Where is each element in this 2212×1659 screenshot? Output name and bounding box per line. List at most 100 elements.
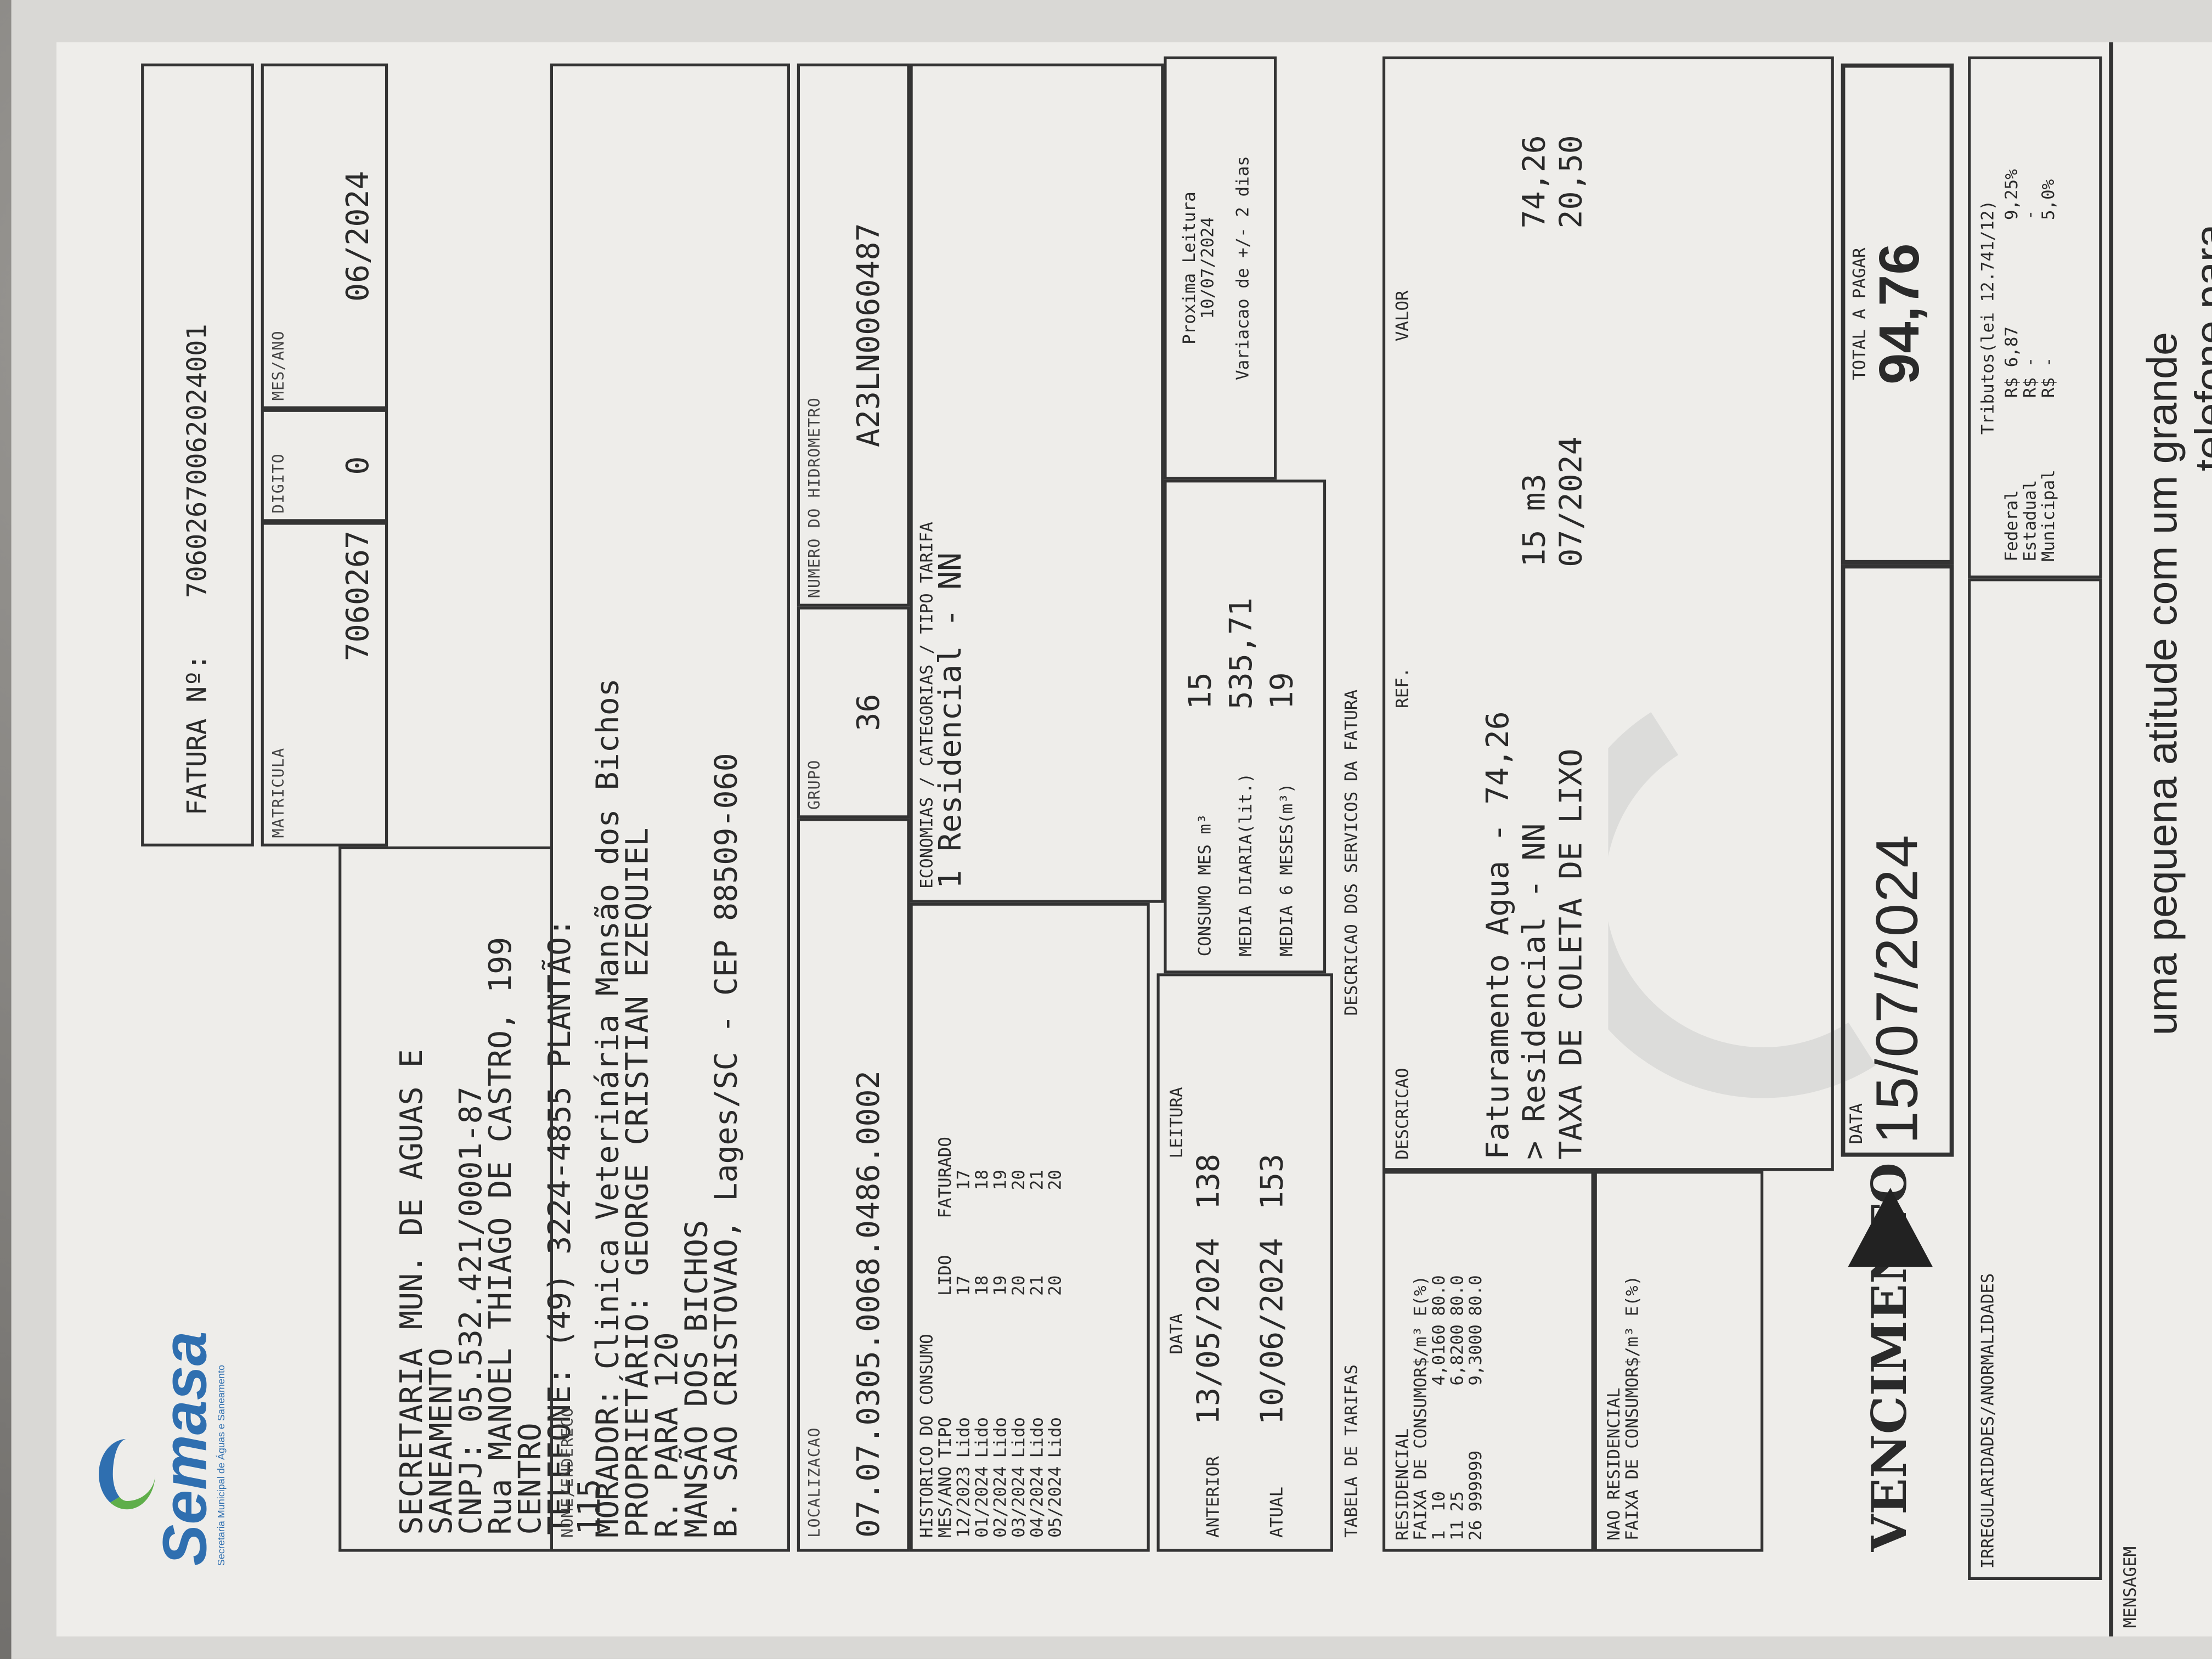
tarifa-row: 26 999999 9,3000 80.0 [1465,1267,1486,1541]
vencimento-date: 15/07/2024 [1863,833,1930,1144]
cell: 07/2024 [1554,436,1590,567]
cell: Lido [1026,1417,1047,1458]
historico-row: 12/2023 Lido 17 17 [953,1128,974,1538]
hidrometro-value: A23LN0060487 [852,223,888,448]
watermark-logo-shape [1608,712,1876,1098]
digito-value: 0 [341,456,377,475]
economias-value: 1 Residencial - NN [934,552,969,889]
matricula-label: MATRICULA [269,747,288,838]
cell: 13/05/2024 [1192,1238,1228,1425]
cell: - [2020,210,2040,221]
grupo-value: 36 [852,693,888,731]
morador: MORADOR: Clinica Veterinária Mansão dos … [591,678,627,1538]
cell: MEDIA DIARIA(lit.) [1235,773,1256,957]
invoice-number: 70602670062024001 [182,324,213,599]
cell: 9,3000 [1465,1324,1486,1386]
cell: Lido [990,1417,1011,1458]
hidrometro-label: NUMERO DO HIDROMETRO [805,397,824,599]
servicos-box: DESCRICAO REF. VALOR Faturamento Agua - … [1382,56,1834,1171]
cell: 5,0% [2038,179,2058,221]
cell: 21 [1026,1275,1047,1296]
col-valor: VALOR [1392,290,1412,342]
digito-label: DIGITO [269,453,288,514]
grupo-label: GRUPO [805,759,824,810]
leitura-label: LEITURA [1166,1087,1187,1159]
tarifa-table: 1 10 4,0160 80.0 11 25 6,8200 80.0 26 999999 9,3… [1429,1267,1486,1541]
digito-box: DIGITO 0 [261,409,388,522]
city: B. SAO CRISTOVAO, Lages/SC - CEP 88509-0… [709,753,745,1538]
matricula-value: 7060267 [341,530,377,662]
cell: 10/06/2024 [1255,1238,1291,1425]
historico-row: 04/2024 Lido 21 21 [1026,1128,1047,1538]
address-complement: MANSÃO DOS BICHOS [680,1220,715,1538]
cell: 05/2024 [1045,1466,1065,1538]
cell: ATUAL [1267,1486,1287,1538]
residencial-header: FAIXA DE CONSUMOR$/m³ E(%) [1410,1275,1431,1541]
logo-text: Semasa [151,1331,221,1566]
cell: 9,25% [2001,169,2022,221]
arrow-icon [1848,1188,1933,1267]
mes-ano-label: MES/ANO [269,330,288,401]
cell: 19 [990,1275,1011,1296]
tributo-row: Municipal R$ - 5,0% [2038,161,2058,562]
historico-box: HISTORICO DO CONSUMO MES/ANO TIPO LIDO FATU… [910,902,1150,1552]
cell: 17 [953,1170,974,1190]
cell: 20 [1045,1170,1065,1190]
irregularidades-box: IRREGULARIDADES/ANORMALIDADES [1968,578,2102,1580]
cell: 12/2023 [953,1466,974,1538]
company-box: SECRETARIA MUN. DE AGUAS E SANEAMENTO CN… [338,846,608,1552]
mensagem-line: telefone para [2188,224,2212,471]
matricula-box: MATRICULA 7060267 [261,522,388,847]
residencial-label: RESIDENCIAL [1392,1428,1412,1541]
cell: 10 [1429,1491,1449,1512]
tarifa-row: 1 10 4,0160 80.0 [1429,1267,1449,1541]
tributos-box: Tributos(lei 12.741/12) Federal R$ 6,87 9,… [1968,56,2102,579]
cell: 19 [1265,672,1301,710]
company-cnpj: CNPJ: 05.532.421/0001-87 [454,1086,490,1535]
servico-row: TAXA DE COLETA DE LIXO 07/2024 20,50 [1554,67,1594,1159]
cell: 535,71 [1224,597,1260,710]
cell: 80.0 [1429,1275,1449,1316]
cell: 15 m3 [1517,473,1554,567]
mes-ano-value: 06/2024 [341,171,377,302]
mensagem-label: MENSAGEM [2120,1546,2140,1628]
localizacao-box: LOCALIZACAO 07.07.0305.0068.0486.0002 [797,818,910,1552]
consumo-mes: CONSUMO MES m³ 15 [1183,496,1218,956]
tributo-row: Federal R$ 6,87 9,25% [2001,161,2022,561]
cell: 19 [990,1170,1011,1190]
proxima-note: Variacao de +/- 2 dias [1233,156,1253,380]
cell: 04/2024 [1026,1466,1047,1538]
cell: 02/2024 [990,1466,1011,1538]
cell: MEDIA 6 MESES(m³) [1277,783,1297,957]
col-lido: LIDO [935,1255,955,1296]
cell: 20 [1008,1275,1029,1296]
proxima-label: Proxima Leitura [1179,191,1199,345]
company-name: SECRETARIA MUN. DE AGUAS E SANEAMENTO [394,1049,460,1535]
servico-row: > Residencial - NN 15 m3 74,26 [1517,67,1558,1159]
cell: 17 [953,1275,974,1296]
cell: 138 [1192,1153,1228,1210]
col-descricao: DESCRICAO [1392,1068,1412,1160]
economias-box: ECONOMIAS / CATEGORIAS / TIPO TARIFA 1 R… [910,63,1164,903]
historico-title: HISTORICO DO CONSUMO [917,1334,937,1538]
historico-table: MES/ANO TIPO LIDO FATURADO 12/2023 Lido 17 17 … [935,1128,1065,1538]
cell: 18 [972,1170,992,1190]
col-ref: REF. [1392,667,1412,708]
tributos-title: Tributos(lei 12.741/12) [1978,200,1998,435]
cell: 999999 [1465,1450,1486,1512]
tarifa-residencial-box: RESIDENCIAL FAIXA DE CONSUMOR$/m³ E(%) 1… [1382,1171,1594,1552]
cell: 1 [1429,1530,1449,1541]
historico-row: 01/2024 Lido 18 18 [972,1128,992,1538]
mensagem-line: uma pequena atitude com um grande [2140,332,2187,1036]
tributos-table: Federal R$ 6,87 9,25% Estadual R$ - - Munici… [2001,161,2058,562]
cell: 80.0 [1465,1275,1486,1316]
col-mes-ano: MES/ANO [935,1466,955,1538]
cell: 20 [1008,1170,1029,1190]
nao-residencial-label: NAO RESIDENCIAL [1604,1387,1624,1541]
cell: 21 [1026,1170,1047,1190]
cell: Estadual [2020,479,2040,562]
cell: R$ - [2038,357,2058,398]
irregularidades-label: IRREGULARIDADES/ANORMALIDADES [1978,1273,1998,1569]
cell: ANTERIOR [1203,1456,1223,1538]
